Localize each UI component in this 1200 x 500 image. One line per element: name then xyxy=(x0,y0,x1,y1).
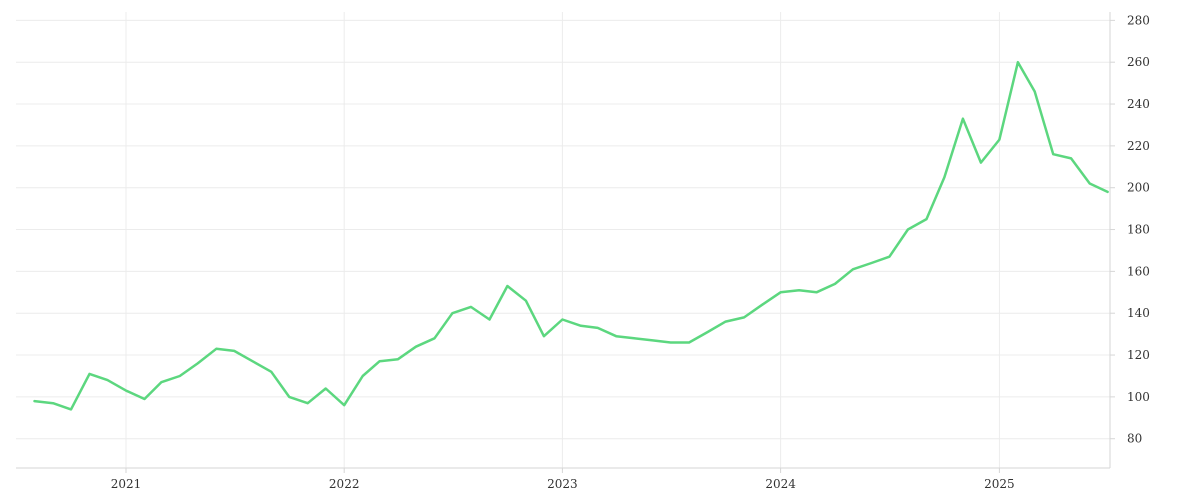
y-tick-labels: 80 100 120 140 160 180 200 220 240 260 280 xyxy=(1110,13,1150,446)
y-gridlines xyxy=(16,19,1110,440)
data-point[interactable] xyxy=(650,337,656,343)
data-point[interactable] xyxy=(813,289,819,295)
data-point[interactable] xyxy=(1068,155,1074,161)
data-point[interactable] xyxy=(213,346,219,352)
data-point[interactable] xyxy=(1105,189,1111,195)
data-point[interactable] xyxy=(832,281,838,287)
data-point[interactable] xyxy=(104,377,110,383)
data-point[interactable] xyxy=(449,310,455,316)
data-point[interactable] xyxy=(886,254,892,260)
y-tick-label: 240 xyxy=(1127,97,1150,111)
data-point[interactable] xyxy=(468,304,474,310)
data-point[interactable] xyxy=(305,400,311,406)
series-group xyxy=(32,59,1111,412)
x-tick-label: 2023 xyxy=(547,477,578,491)
y-tick-label: 280 xyxy=(1127,13,1150,27)
data-point[interactable] xyxy=(759,302,765,308)
data-point[interactable] xyxy=(268,369,274,375)
data-point[interactable] xyxy=(631,335,637,341)
data-point[interactable] xyxy=(1032,88,1038,94)
x-gridlines xyxy=(125,12,1000,468)
data-point[interactable] xyxy=(613,333,619,339)
data-point[interactable] xyxy=(1015,59,1021,65)
data-point[interactable] xyxy=(723,319,729,325)
y-tick-label: 260 xyxy=(1127,55,1150,69)
data-point[interactable] xyxy=(978,160,984,166)
data-point[interactable] xyxy=(431,335,437,341)
data-point[interactable] xyxy=(158,379,164,385)
data-point[interactable] xyxy=(231,348,237,354)
data-point[interactable] xyxy=(559,316,565,322)
data-point[interactable] xyxy=(523,298,529,304)
data-point[interactable] xyxy=(376,358,382,364)
y-tick-label: 180 xyxy=(1127,223,1150,237)
data-point[interactable] xyxy=(778,289,784,295)
x-tick-labels: 2021 2022 2023 2024 2025 xyxy=(111,468,1015,491)
data-point[interactable] xyxy=(50,400,56,406)
data-point[interactable] xyxy=(486,316,492,322)
x-tick-label: 2024 xyxy=(765,477,796,491)
data-point[interactable] xyxy=(341,402,347,408)
y-tick-label: 100 xyxy=(1127,390,1150,404)
y-tick-label: 120 xyxy=(1127,348,1150,362)
x-tick-label: 2021 xyxy=(111,477,142,491)
data-point[interactable] xyxy=(323,386,329,392)
data-point[interactable] xyxy=(1087,181,1093,187)
data-point[interactable] xyxy=(686,339,692,345)
data-point[interactable] xyxy=(905,227,911,233)
data-point[interactable] xyxy=(195,360,201,366)
data-point[interactable] xyxy=(123,388,129,394)
data-point[interactable] xyxy=(177,373,183,379)
data-point[interactable] xyxy=(850,266,856,272)
y-tick-label: 140 xyxy=(1127,306,1150,320)
data-point[interactable] xyxy=(796,287,802,293)
data-point[interactable] xyxy=(668,339,674,345)
x-tick-label: 2022 xyxy=(329,477,360,491)
data-point[interactable] xyxy=(32,398,38,404)
data-point[interactable] xyxy=(578,323,584,329)
series-line xyxy=(33,60,1109,411)
data-point[interactable] xyxy=(941,174,947,180)
y-tick-label: 200 xyxy=(1127,181,1150,195)
data-point[interactable] xyxy=(142,396,148,402)
data-point[interactable] xyxy=(996,137,1002,143)
data-point[interactable] xyxy=(286,394,292,400)
y-tick-label: 220 xyxy=(1127,139,1150,153)
data-point[interactable] xyxy=(741,314,747,320)
data-point[interactable] xyxy=(395,356,401,362)
data-point[interactable] xyxy=(541,333,547,339)
data-point[interactable] xyxy=(960,116,966,122)
data-point[interactable] xyxy=(595,325,601,331)
data-point[interactable] xyxy=(705,329,711,335)
data-point[interactable] xyxy=(87,371,93,377)
y-tick-label: 160 xyxy=(1127,264,1150,278)
data-point[interactable] xyxy=(250,358,256,364)
data-point[interactable] xyxy=(923,216,929,222)
data-point[interactable] xyxy=(68,406,74,412)
y-tick-label: 80 xyxy=(1127,432,1142,446)
data-point[interactable] xyxy=(360,373,366,379)
data-point[interactable] xyxy=(413,344,419,350)
data-point[interactable] xyxy=(1050,151,1056,157)
data-point[interactable] xyxy=(868,260,874,266)
x-tick-label: 2025 xyxy=(984,477,1015,491)
data-point[interactable] xyxy=(504,283,510,289)
